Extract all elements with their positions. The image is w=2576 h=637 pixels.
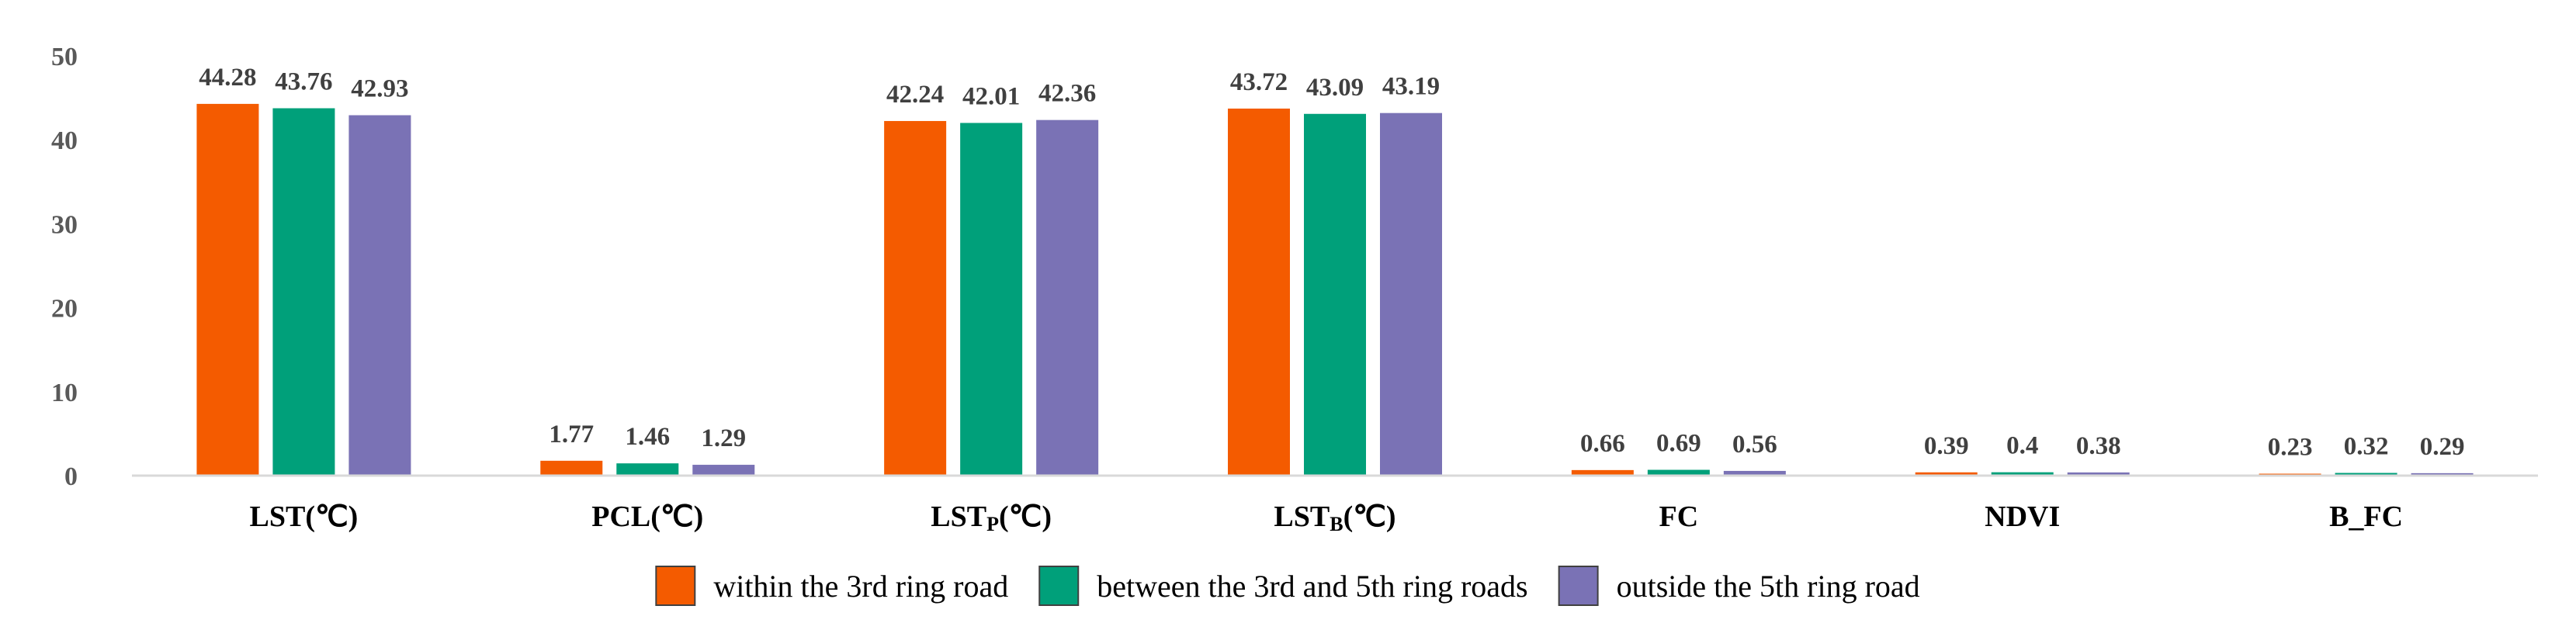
category-label: LSTP(℃) (931, 500, 1052, 535)
bar (540, 460, 603, 476)
bar (1647, 469, 1710, 476)
data-label: 0.32 (2344, 433, 2389, 461)
category-unit: (℃) (305, 500, 358, 533)
bars-group (196, 103, 2474, 476)
bar (1723, 470, 1786, 476)
data-label: 1.29 (701, 424, 746, 452)
legend-label: between the 3rd and 5th ring roads (1097, 569, 1527, 604)
category-label: B_FC (2329, 500, 2403, 533)
bar (196, 103, 259, 476)
data-label: 0.29 (2420, 433, 2465, 461)
bar (272, 108, 335, 476)
data-label: 44.28 (199, 64, 256, 92)
category-labels-group: LST(℃) PCL(℃) LSTP(℃) LSTB(℃) FC NDVI B_FC (250, 500, 2404, 535)
legend-swatch (1558, 566, 1599, 606)
bar (1380, 113, 1442, 476)
category-main-text: LST (250, 500, 306, 533)
y-tick-label: 40 (51, 126, 78, 155)
bar (692, 465, 755, 476)
data-label: 0.69 (1656, 430, 1701, 458)
legend: within the 3rd ring road between the 3rd … (655, 566, 1920, 606)
data-label: 42.36 (1038, 80, 1096, 108)
category-main-text: NDVI (1985, 500, 2060, 533)
y-tick-label: 0 (64, 462, 78, 491)
data-label: 42.24 (886, 81, 944, 109)
bar (616, 463, 679, 476)
category-unit: (℃) (650, 500, 703, 533)
category-main-text: LST (1274, 500, 1330, 533)
data-label: 0.38 (2076, 432, 2121, 460)
data-label: 43.19 (1382, 73, 1440, 101)
bar (1915, 472, 1978, 476)
category-main-text: PCL (591, 500, 650, 533)
data-label: 42.01 (962, 82, 1020, 110)
category-label: NDVI (1985, 500, 2060, 533)
data-label: 43.76 (275, 68, 332, 96)
category-unit: (℃) (1343, 500, 1396, 533)
bar (1991, 472, 2054, 476)
bar (1571, 469, 1634, 476)
data-labels-group: 44.28 43.76 42.93 1.77 1.46 1.29 42.24 42.01 42.… (199, 64, 2464, 462)
category-main-text: LST (931, 500, 986, 533)
data-label: 0.56 (1732, 431, 1777, 459)
data-label: 0.23 (2268, 434, 2313, 462)
category-main-text: FC (1659, 500, 1699, 533)
data-label: 1.46 (625, 423, 670, 451)
category-main-text: B_FC (2329, 500, 2403, 533)
category-label: LST(℃) (250, 500, 359, 533)
bar (2335, 473, 2397, 476)
data-label: 0.66 (1580, 430, 1625, 458)
data-label: 1.77 (549, 421, 594, 448)
category-label: FC (1659, 500, 1699, 533)
category-unit: (℃) (999, 500, 1052, 533)
category-subscript: P (986, 513, 999, 535)
bar (2067, 472, 2130, 476)
bar (960, 123, 1023, 476)
bar (1036, 119, 1099, 476)
legend-label: within the 3rd ring road (713, 569, 1008, 604)
y-tick-label: 10 (51, 379, 78, 407)
data-label: 43.09 (1306, 74, 1364, 102)
data-label: 43.72 (1230, 68, 1288, 96)
bar (348, 115, 411, 476)
category-subscript: B (1330, 513, 1343, 535)
category-label: PCL(℃) (591, 500, 703, 533)
y-tick-label: 30 (51, 210, 78, 239)
bar (884, 120, 947, 476)
bar (2411, 473, 2474, 476)
bar (1228, 108, 1290, 476)
legend-label: outside the 5th ring road (1617, 569, 1920, 604)
data-label: 42.93 (351, 74, 408, 102)
category-label: LSTB(℃) (1274, 500, 1395, 535)
legend-swatch (1038, 566, 1080, 606)
y-axis-ticks: 0 10 20 30 40 50 (51, 43, 78, 491)
data-label: 0.39 (1924, 432, 1969, 460)
data-label: 0.4 (2006, 432, 2038, 460)
y-tick-label: 20 (51, 295, 78, 324)
bar (1304, 113, 1366, 476)
y-tick-label: 50 (51, 43, 78, 71)
legend-swatch (655, 566, 696, 606)
